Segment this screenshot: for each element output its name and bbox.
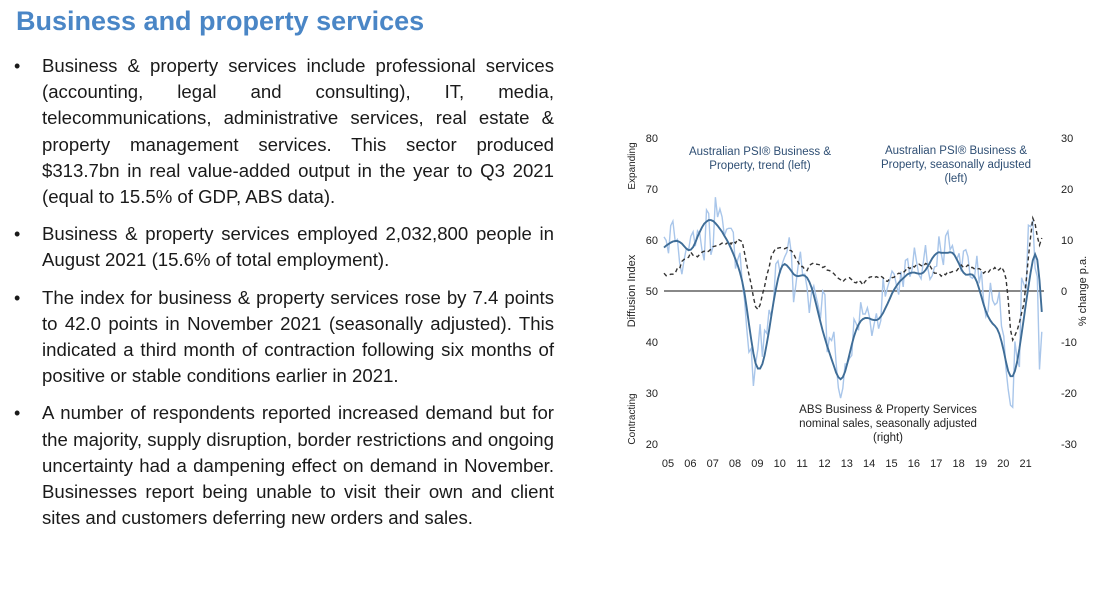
bullet-list: Business & property services include pro… [14,53,554,542]
x-tick-label: 05 [662,458,674,470]
bullet-item: The index for business & property servic… [14,285,554,390]
bullet-item: Business & property services employed 2,… [14,221,554,273]
bullet-item: Business & property services include pro… [14,53,554,210]
x-tick-label: 18 [952,458,964,470]
y-tick-left: 50 [646,286,658,298]
left-zone-top-label: Expanding [627,142,638,189]
x-tick-label: 21 [1020,458,1032,470]
x-tick-label: 14 [863,458,875,470]
bullet-item: A number of respondents reported increas… [14,400,554,531]
x-tick-label: 06 [684,458,696,470]
y-tick-right: 20 [1061,184,1073,196]
annotation-abs-sales: ABS Business & Property Services nominal … [799,404,977,444]
x-tick-label: 11 [796,458,807,470]
y-tick-right: -30 [1061,439,1077,451]
y-tick-left: 80 [646,133,658,145]
annotation-psi-trend: Australian PSI® Business & Property, tren… [689,146,831,172]
y-tick-right: 10 [1061,235,1073,247]
left-zone-bottom-label: Contracting [627,393,638,444]
series-line-abs-nominal-sales [663,215,1043,343]
y-tick-left: 60 [646,235,658,247]
x-tick-label: 15 [885,458,897,470]
y-tick-right: 30 [1061,133,1073,145]
y-tick-right: -10 [1061,337,1077,349]
x-tick-label: 17 [930,458,942,470]
x-tick-label: 19 [975,458,987,470]
y-tick-right: -20 [1061,388,1077,400]
x-tick-label: 12 [818,458,830,470]
diffusion-index-chart: Expanding Diffusion Index Contracting % … [626,133,1089,470]
y-tick-right: 0 [1061,286,1067,298]
y-tick-left: 20 [646,439,658,451]
x-tick-label: 16 [908,458,920,470]
x-tick-label: 09 [751,458,763,470]
x-tick-label: 08 [729,458,741,470]
y-tick-left: 70 [646,184,658,196]
right-axis-title: % change p.a. [1077,256,1089,326]
y-tick-left: 40 [646,337,658,349]
y-tick-left: 30 [646,388,658,400]
x-tick-label: 20 [997,458,1009,470]
page-title: Business and property services [16,6,425,36]
series-line-psi-trend [663,219,1043,381]
x-tick-label: 13 [841,458,853,470]
x-tick-label: 10 [774,458,786,470]
left-axis-title: Diffusion Index [626,254,638,327]
annotation-psi-seasonally-adjusted: Australian PSI® Business & Property, seas… [881,145,1031,185]
x-tick-label: 07 [707,458,719,470]
